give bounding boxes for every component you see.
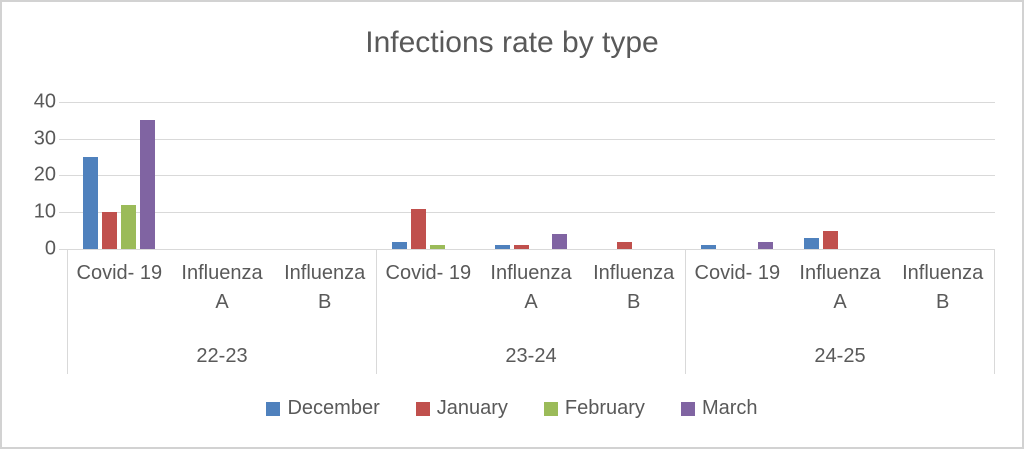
category-label-row: Covid- 19 Influenza A Influenza B <box>686 249 994 317</box>
bar-group-24-25 <box>686 102 995 249</box>
bar-march <box>139 120 155 249</box>
axis-group-22-23: Covid- 19 Influenza A Influenza B 22-23 <box>67 249 376 374</box>
y-tick-label: 20 <box>33 163 56 186</box>
plot-area <box>59 102 995 250</box>
y-axis: 0 10 20 30 40 <box>10 91 56 260</box>
bar-cluster <box>583 102 686 249</box>
category-label-row: Covid- 19 Influenza A Influenza B <box>68 249 376 317</box>
category-label: Influenza A <box>799 262 881 313</box>
x-axis: Covid- 19 Influenza A Influenza B 22-23 Covid-… <box>67 249 995 374</box>
legend-label: February <box>564 397 645 419</box>
legend-item-january: January <box>415 397 508 420</box>
bar-january <box>823 231 839 249</box>
bar-group-23-24 <box>376 102 685 249</box>
legend-swatch-icon <box>680 401 695 416</box>
bar-january <box>101 212 117 249</box>
category-label: Influenza B <box>284 262 366 313</box>
legend-item-march: March <box>680 397 758 420</box>
bar-february <box>120 205 136 249</box>
gridline <box>59 175 995 176</box>
bar-cluster <box>892 102 995 249</box>
bar-december <box>701 245 717 249</box>
bar-cluster <box>686 102 789 249</box>
bar-december <box>391 242 407 249</box>
bar-group-22-23 <box>67 102 376 249</box>
bar-march <box>758 242 774 249</box>
bar-cluster <box>789 102 892 249</box>
bar-january <box>513 245 529 249</box>
bar-february <box>429 245 445 249</box>
category-label-row: Covid- 19 Influenza A Influenza B <box>377 249 685 317</box>
legend-swatch-icon <box>266 401 281 416</box>
group-label: 24-25 <box>814 345 866 367</box>
bar-cluster <box>273 102 376 249</box>
group-label: 23-24 <box>505 345 557 367</box>
y-tick-label: 30 <box>33 127 56 150</box>
legend: December January February March <box>2 397 1022 420</box>
gridline <box>59 249 995 250</box>
bar-january <box>410 209 426 249</box>
legend-swatch-icon <box>543 401 558 416</box>
legend-label: December <box>287 397 380 419</box>
bar-december <box>82 157 98 249</box>
bar-cluster <box>479 102 582 249</box>
bar-cluster <box>170 102 273 249</box>
axis-group-24-25: Covid- 19 Influenza A Influenza B 24-25 <box>685 249 995 374</box>
legend-label: January <box>436 397 508 419</box>
bar-december <box>804 238 820 249</box>
gridline <box>59 212 995 213</box>
bar-cluster <box>376 102 479 249</box>
legend-label: March <box>701 397 758 419</box>
y-tick-label: 10 <box>33 200 56 223</box>
category-label: Influenza B <box>902 262 984 313</box>
category-label: Covid- 19 <box>385 262 472 284</box>
legend-item-february: February <box>543 397 645 420</box>
category-label: Influenza A <box>490 262 572 313</box>
category-label: Covid- 19 <box>694 262 781 284</box>
gridline <box>59 139 995 140</box>
legend-swatch-icon <box>415 401 430 416</box>
category-label: Influenza A <box>181 262 263 313</box>
bar-december <box>494 245 510 249</box>
bar-cluster <box>67 102 170 249</box>
group-label: 22-23 <box>196 345 248 367</box>
y-tick-label: 0 <box>44 237 56 260</box>
bar-march <box>551 234 567 249</box>
bars-layer <box>67 102 995 249</box>
category-label: Influenza B <box>593 262 675 313</box>
category-label: Covid- 19 <box>76 262 163 284</box>
y-tick-label: 40 <box>33 90 56 113</box>
chart-title: Infections rate by type <box>365 26 659 59</box>
gridline <box>59 102 995 103</box>
legend-item-december: December <box>266 397 380 420</box>
axis-group-23-24: Covid- 19 Influenza A Influenza B 23-24 <box>376 249 685 374</box>
bar-january <box>617 242 633 249</box>
